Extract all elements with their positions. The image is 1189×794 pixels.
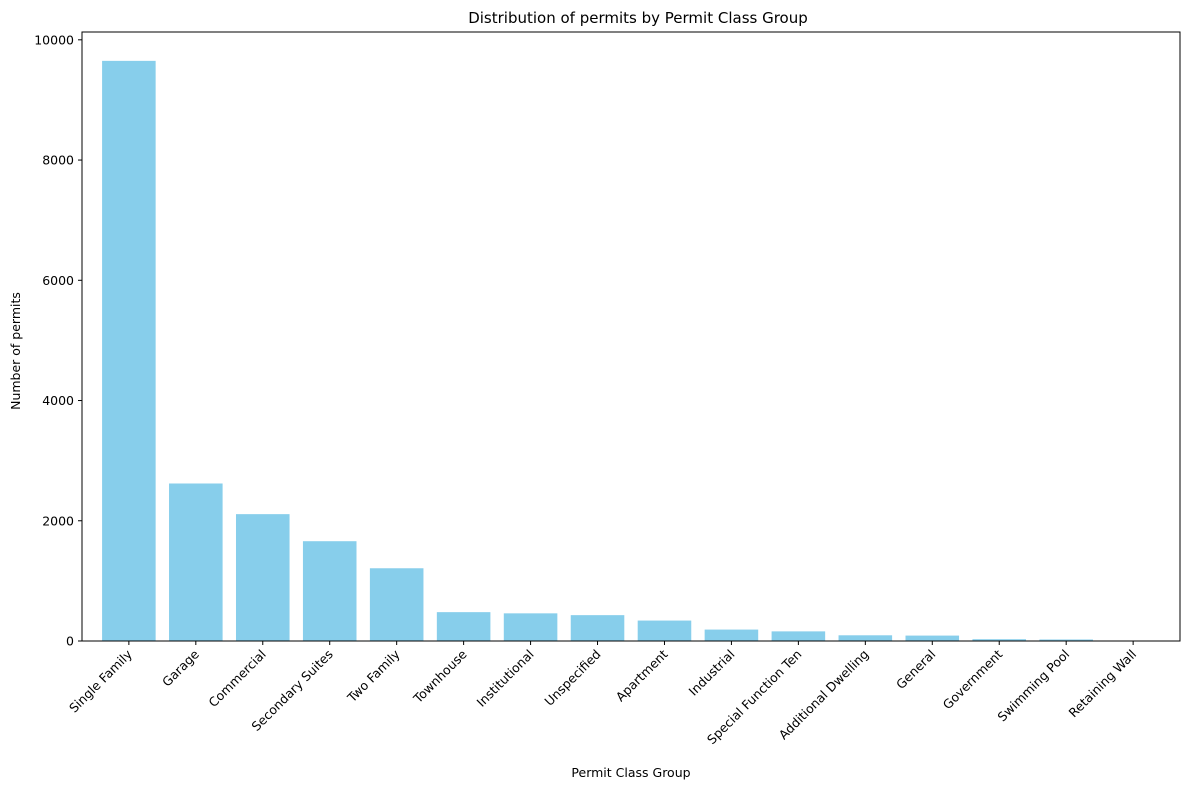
bar-commercial [236, 514, 290, 641]
x-tick-label: Garage [159, 646, 202, 689]
x-tick-label: Apartment [613, 646, 671, 704]
x-tick-label: Commercial [205, 647, 268, 710]
x-tick-label: Industrial [685, 647, 737, 699]
bar-garage [169, 483, 223, 641]
bar-single-family [102, 61, 156, 641]
bar-secondary-suites [303, 541, 357, 641]
x-tick-label: General [893, 647, 938, 692]
y-tick-label: 2000 [42, 513, 74, 528]
y-tick-label: 8000 [42, 153, 74, 168]
bar-general [906, 636, 960, 641]
bar-townhouse [437, 612, 491, 641]
bars-layer [102, 61, 1160, 641]
x-tick-label: Institutional [473, 647, 536, 710]
bar-additional-dwelling [839, 635, 893, 641]
x-tick-label: Swimming Pool [994, 647, 1072, 725]
bar-apartment [638, 621, 692, 641]
bar-industrial [705, 630, 759, 641]
bar-two-family [370, 568, 424, 641]
y-tick-label: 6000 [42, 273, 74, 288]
bar-unspecified [571, 615, 625, 641]
y-tick-label: 10000 [34, 32, 74, 47]
y-tick-label: 4000 [42, 393, 74, 408]
x-tick-label: Retaining Wall [1066, 647, 1140, 721]
x-axis-label: Permit Class Group [571, 765, 690, 780]
x-tick-label: Government [940, 646, 1006, 712]
y-tick-label: 0 [66, 634, 74, 649]
x-tick-label: Two Family [344, 646, 404, 706]
x-tick-label: Unspecified [541, 647, 603, 709]
x-tick-label: Townhouse [410, 646, 470, 706]
chart-title: Distribution of permits by Permit Class … [468, 9, 808, 27]
x-tick-label: Single Family [66, 646, 135, 715]
bar-special-function-ten [772, 631, 826, 641]
bar-institutional [504, 613, 558, 641]
y-axis-label: Number of permits [8, 292, 23, 410]
y-axis-ticks: 0 2000 4000 6000 8000 10000 [34, 32, 82, 648]
